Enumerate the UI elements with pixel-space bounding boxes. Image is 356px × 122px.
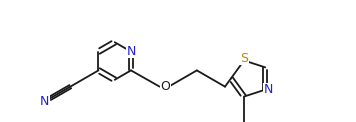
Text: O: O xyxy=(161,80,171,93)
Text: N: N xyxy=(264,83,273,96)
Text: N: N xyxy=(40,95,49,108)
Text: N: N xyxy=(127,45,136,58)
Text: S: S xyxy=(240,52,248,65)
